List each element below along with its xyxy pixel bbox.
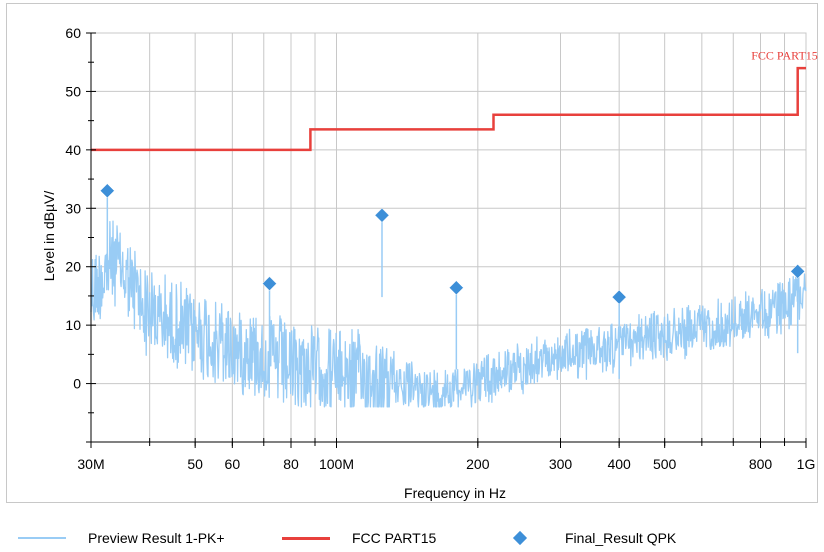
legend: Preview Result 1-PK+ FCC PART15 Final_Re… <box>0 522 824 552</box>
x-tick-label: 1G <box>797 456 816 472</box>
y-tick-label: 50 <box>65 83 81 99</box>
x-tick-label: 400 <box>607 456 631 472</box>
qpk-marker <box>790 264 806 279</box>
y-tick-label: 10 <box>65 317 81 333</box>
qpk-marker <box>99 183 115 199</box>
preview-trace <box>90 220 807 408</box>
legend-item-fcc: FCC PART15 <box>282 528 436 548</box>
y-tick-label: 0 <box>73 376 81 392</box>
limit-line-layer: FCC PART15 <box>91 48 818 152</box>
legend-final-label: Final_Result QPK <box>565 530 677 546</box>
x-axis-title: Frequency in Hz <box>404 485 506 501</box>
grid-layer <box>90 32 807 443</box>
x-tick-label: 80 <box>283 456 299 472</box>
y-axis-title: Level in dBµV/ <box>41 191 57 282</box>
legend-item-final: Final_Result QPK <box>495 528 676 548</box>
y-tick-label: 30 <box>65 200 81 216</box>
x-tick-label: 50 <box>187 456 203 472</box>
x-tick-label: 30M <box>77 456 104 472</box>
qpk-marker <box>374 207 390 223</box>
y-tick-label: 60 <box>65 25 81 41</box>
legend-fcc-label: FCC PART15 <box>352 530 437 546</box>
qpk-marker <box>611 289 627 305</box>
y-tick-label: 40 <box>65 142 81 158</box>
legend-item-preview: Preview Result 1-PK+ <box>18 528 225 548</box>
x-tick-label: 800 <box>749 456 773 472</box>
legend-preview-swatch <box>18 537 66 539</box>
chart-frame <box>6 3 818 503</box>
limit-annotation: FCC PART15 <box>751 48 818 62</box>
x-tick-label: 60 <box>225 456 241 472</box>
qpk-marker <box>262 276 277 292</box>
legend-preview-label: Preview Result 1-PK+ <box>88 530 225 546</box>
legend-final-diamond-icon <box>512 530 528 546</box>
y-tick-label: 20 <box>65 259 81 275</box>
marker-layer <box>99 183 806 305</box>
noise-trace-layer <box>90 184 807 408</box>
x-tick-label: 500 <box>653 456 677 472</box>
legend-fcc-swatch <box>282 536 330 540</box>
x-tick-label: 200 <box>466 456 490 472</box>
axis-layer: 0 10 20 30 40 50 60 30M 50 60 80 100M 200 300 400 500 80… <box>65 25 815 472</box>
plot-area <box>90 32 807 443</box>
x-tick-label: 300 <box>549 456 573 472</box>
x-tick-label: 100M <box>319 456 354 472</box>
qpk-marker <box>448 280 464 296</box>
chart-svg: FCC PART15 0 10 20 30 40 50 60 30M 50 60 80 100M 200… <box>41 25 818 501</box>
fcc-limit-line <box>91 66 806 152</box>
